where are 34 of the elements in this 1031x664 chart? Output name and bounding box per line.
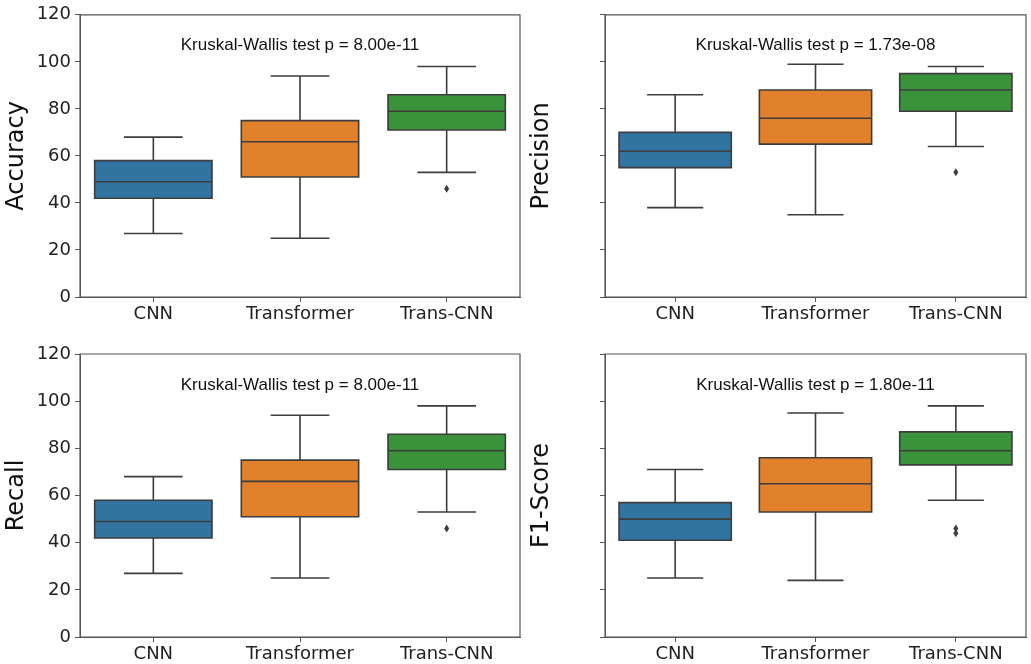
y-tick-label: 20 xyxy=(48,237,71,259)
x-tick-label: Transformer xyxy=(760,642,871,664)
y-tick-label: 0 xyxy=(59,284,71,306)
y-tick-label: 40 xyxy=(48,530,71,552)
y-axis-title: Accuracy xyxy=(0,101,29,211)
x-tick-label: CNN xyxy=(133,642,174,664)
x-tick-label: CNN xyxy=(133,302,174,324)
y-axis-title: Precision xyxy=(525,102,554,210)
y-tick-label: 120 xyxy=(36,341,71,363)
y-tick-label: 60 xyxy=(48,483,71,505)
y-axis-title: F1-Score xyxy=(525,443,554,548)
x-tick-label: CNN xyxy=(655,642,695,664)
y-tick-label: 80 xyxy=(48,436,71,458)
x-tick-label: Transformer xyxy=(760,302,871,324)
annotation: Kruskal-Wallis test p = 1.80e-11 xyxy=(696,374,935,394)
x-tick-label: Trans-CNN xyxy=(398,302,494,324)
x-tick-label: Trans-CNN xyxy=(908,302,1003,324)
y-axis-title: Recall xyxy=(0,459,29,532)
x-tick-label: Trans-CNN xyxy=(398,642,494,664)
annotation: Kruskal-Wallis test p = 8.00e-11 xyxy=(180,35,420,55)
y-tick-label: 100 xyxy=(36,388,71,410)
y-tick-label: 40 xyxy=(48,190,71,212)
annotation: Kruskal-Wallis test p = 8.00e-11 xyxy=(180,374,420,394)
x-tick-label: CNN xyxy=(655,302,695,324)
annotation: Kruskal-Wallis test p = 1.73e-08 xyxy=(695,35,936,55)
x-tick-label: Transformer xyxy=(244,302,355,324)
y-tick-label: 0 xyxy=(59,624,71,646)
x-tick-label: Trans-CNN xyxy=(908,642,1003,664)
y-tick-label: 100 xyxy=(36,49,71,71)
x-tick-label: Transformer xyxy=(244,642,355,664)
y-tick-label: 20 xyxy=(48,577,71,599)
y-tick-label: 80 xyxy=(48,96,71,118)
y-tick-label: 60 xyxy=(48,143,71,165)
y-tick-label: 120 xyxy=(36,2,71,24)
